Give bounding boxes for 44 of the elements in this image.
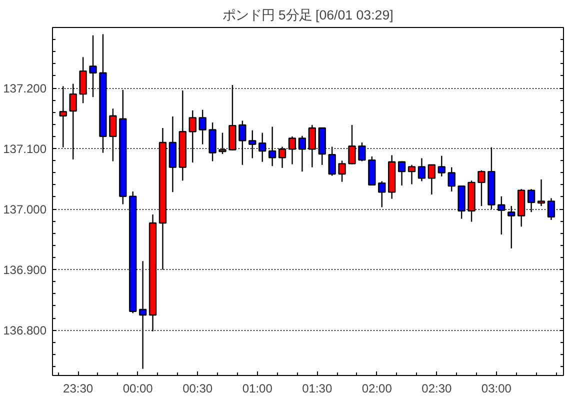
candlestick bbox=[448, 166, 456, 192]
candlestick bbox=[218, 132, 226, 155]
x-tick-label: 01:00 bbox=[242, 382, 273, 396]
x-tick-label: 02:30 bbox=[422, 382, 452, 396]
x-tick-label: 00:00 bbox=[122, 382, 154, 396]
candlestick bbox=[109, 108, 117, 162]
candlestick bbox=[358, 142, 366, 162]
candlestick bbox=[248, 130, 256, 159]
candlestick bbox=[348, 124, 356, 165]
x-tick-label: 23:30 bbox=[63, 382, 94, 396]
x-tick-label: 03:00 bbox=[481, 382, 512, 396]
candlestick bbox=[378, 180, 386, 208]
x-tick-label: 02:00 bbox=[362, 382, 392, 396]
y-tick-label: 137.000 bbox=[3, 202, 47, 217]
y-tick-label: 136.900 bbox=[3, 263, 47, 278]
y-tick-label: 136.800 bbox=[3, 324, 47, 338]
candlestick bbox=[478, 170, 486, 207]
candlestick bbox=[498, 196, 506, 236]
x-tick-label: 00:30 bbox=[182, 382, 213, 396]
candlestick bbox=[328, 146, 336, 176]
candlestick bbox=[428, 164, 436, 196]
candlestick bbox=[408, 164, 416, 185]
candlestick bbox=[288, 136, 296, 165]
candlestick bbox=[278, 146, 286, 169]
candlestick bbox=[398, 160, 406, 186]
candlestick bbox=[208, 122, 216, 162]
candlestick bbox=[418, 158, 426, 182]
chart-title: ポンド円 5分足 [06/01 03:29] bbox=[222, 8, 394, 22]
candlestick bbox=[527, 188, 536, 213]
candlestick bbox=[508, 205, 516, 250]
candlestick bbox=[547, 198, 556, 221]
y-tick-label: 137.200 bbox=[3, 82, 47, 96]
candlestick bbox=[438, 155, 446, 177]
y-tick-label: 137.100 bbox=[3, 142, 47, 156]
candlestick bbox=[308, 124, 316, 168]
candlestick bbox=[537, 178, 546, 207]
candlestick bbox=[268, 126, 276, 167]
candlestick bbox=[188, 110, 196, 164]
candlestick bbox=[198, 109, 206, 145]
candlestick bbox=[258, 132, 266, 162]
x-tick-label: 01:30 bbox=[302, 382, 332, 396]
candlestick bbox=[338, 160, 346, 182]
candlestick bbox=[238, 120, 246, 166]
candlestick bbox=[298, 135, 306, 172]
